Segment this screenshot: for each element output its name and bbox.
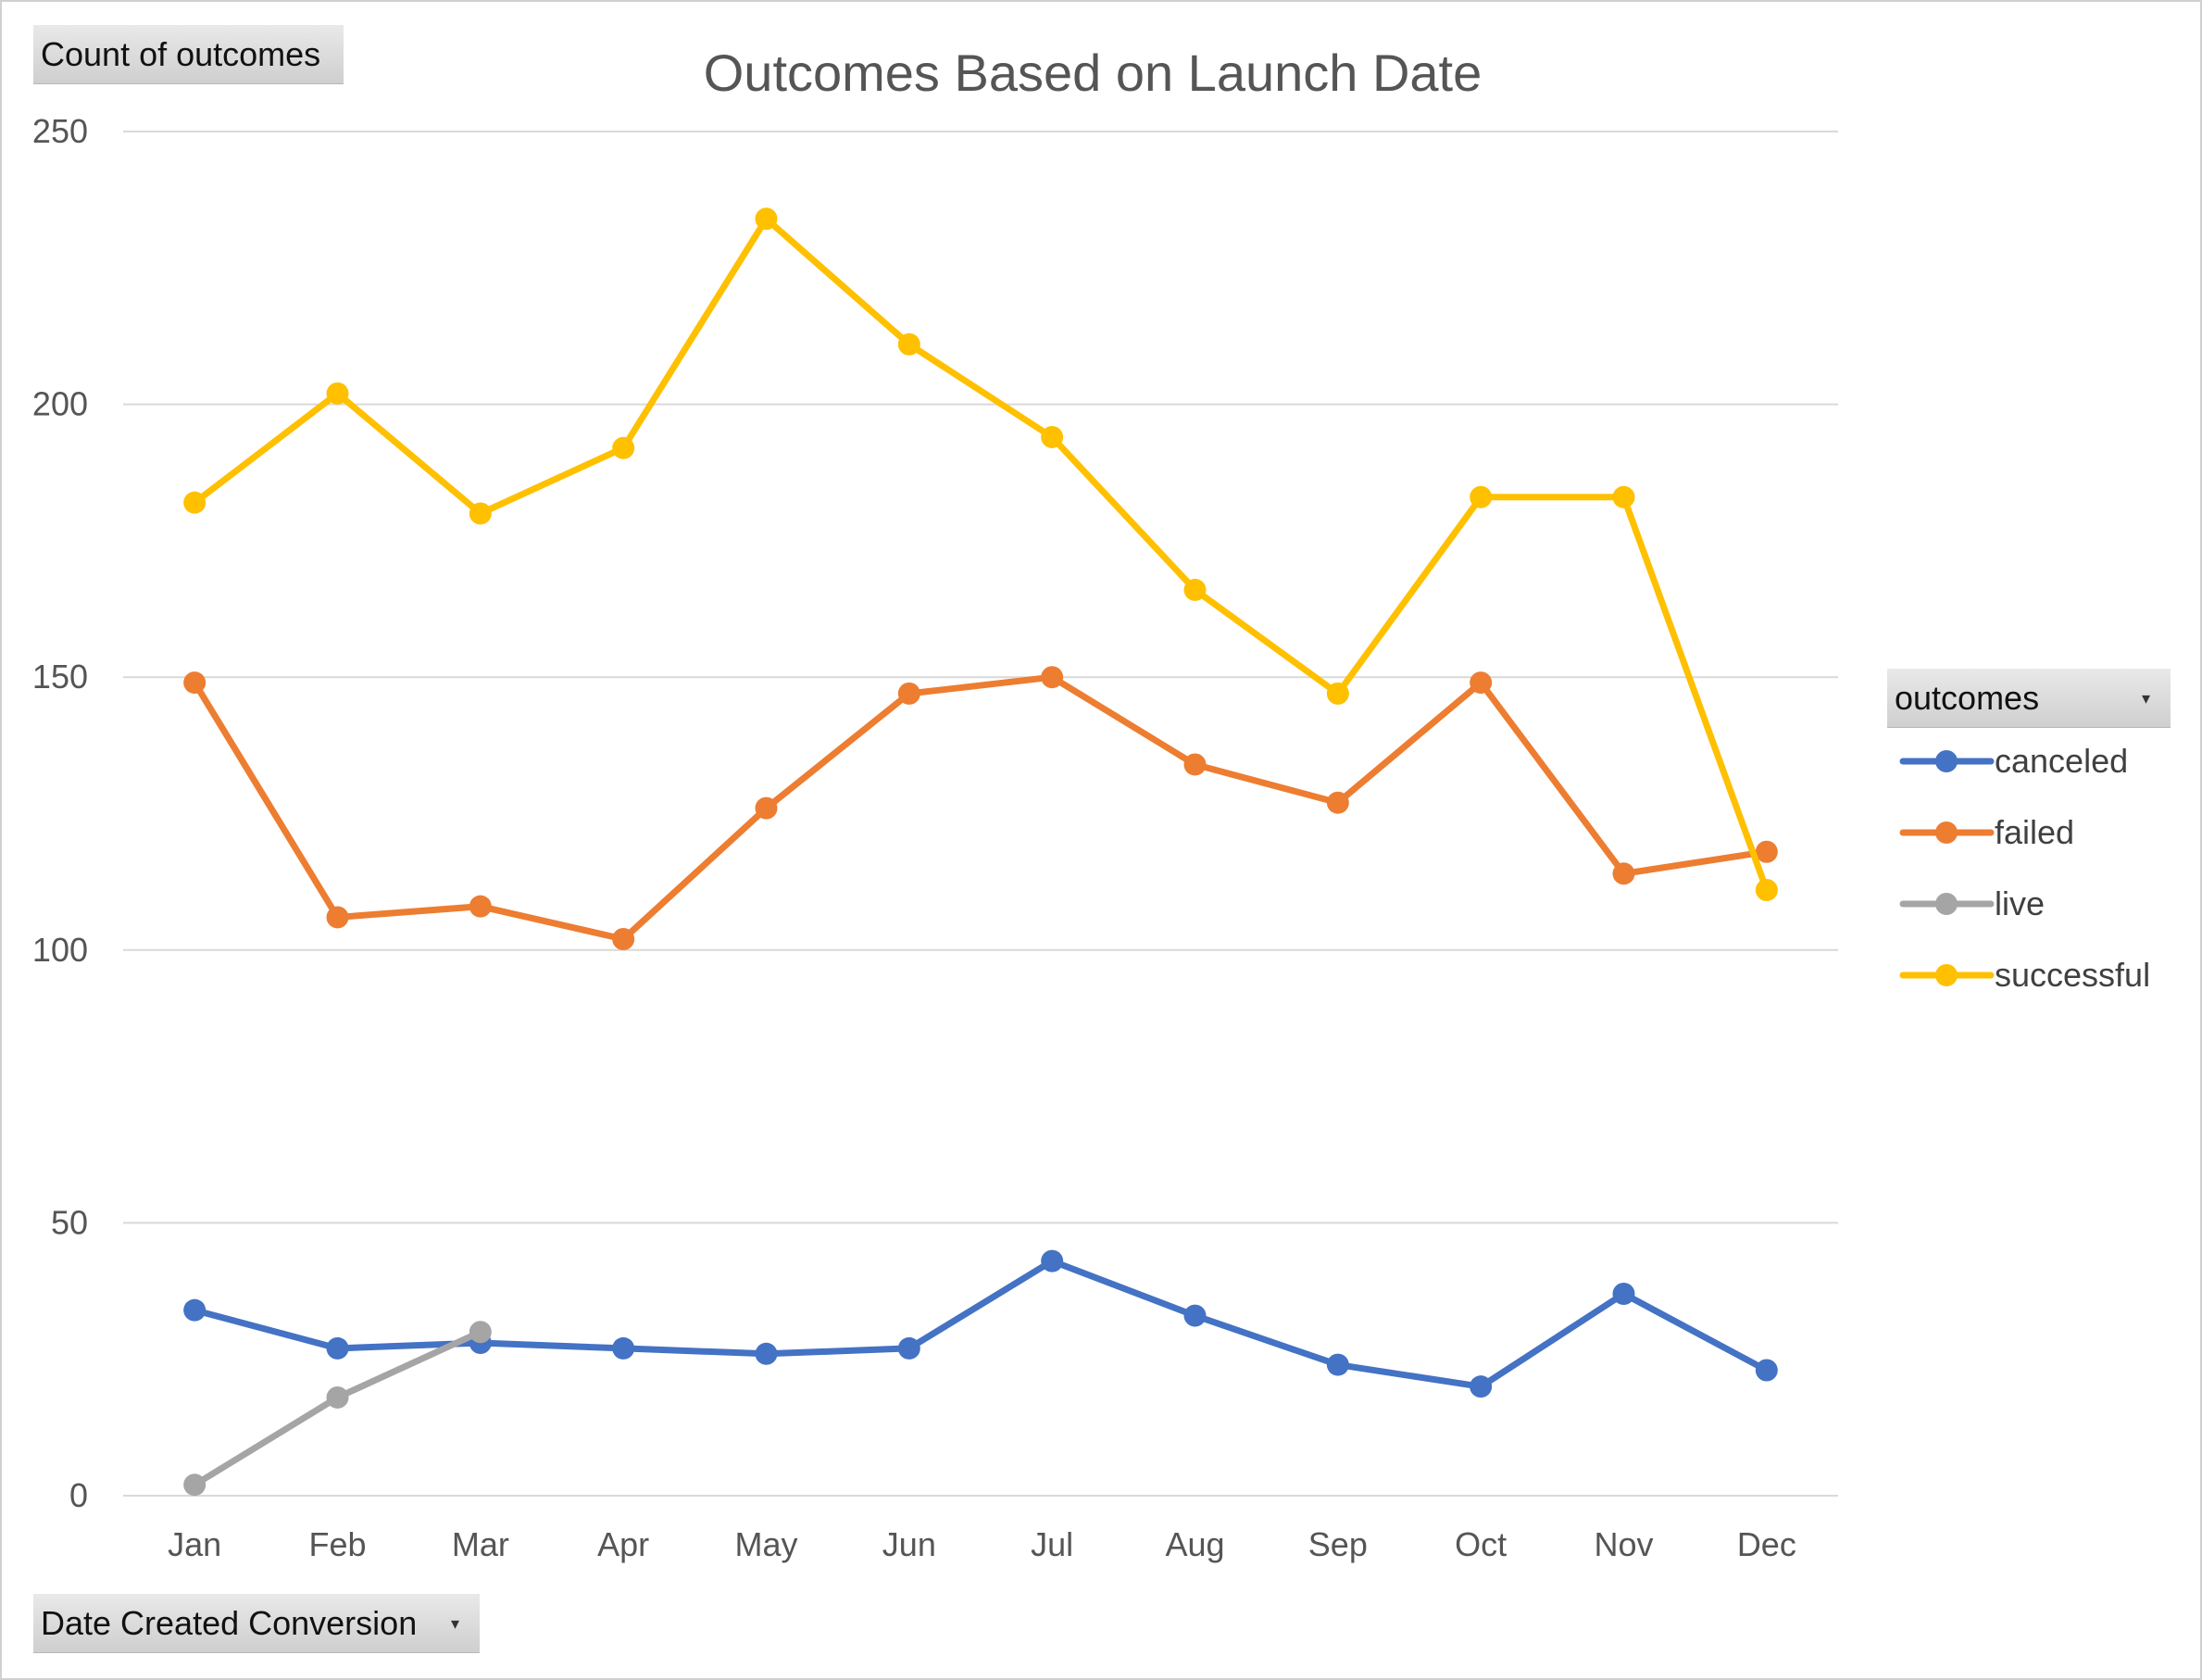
data-point xyxy=(183,1298,206,1322)
x-tick-label: Jan xyxy=(168,1525,221,1563)
y-tick-label: 100 xyxy=(32,931,88,969)
x-tick-label: Oct xyxy=(1455,1525,1507,1563)
data-point xyxy=(1183,578,1207,601)
data-point xyxy=(897,682,920,705)
data-point xyxy=(1470,485,1493,508)
data-point xyxy=(1755,840,1778,863)
x-axis-ticks: Jan Feb Mar Apr May Jun Jul Aug Sep Oct Nov Dec xyxy=(168,1525,1796,1563)
data-point xyxy=(183,1473,206,1497)
x-tick-label: Sep xyxy=(1308,1525,1368,1563)
axis-field-label: Date Created Conversion xyxy=(41,1604,418,1642)
data-point xyxy=(326,1336,349,1360)
data-point xyxy=(1612,1282,1635,1305)
data-point xyxy=(1326,791,1349,814)
data-point xyxy=(1183,1304,1207,1327)
data-point xyxy=(183,491,206,514)
series-lines xyxy=(183,207,1778,1497)
data-point xyxy=(755,207,778,231)
legend-field-label: outcomes xyxy=(1895,679,2040,717)
chevron-down-icon[interactable]: ▾ xyxy=(450,1614,459,1633)
x-tick-label: Nov xyxy=(1594,1525,1653,1563)
legend-item-successful[interactable]: successful xyxy=(1899,956,2150,994)
x-tick-label: Aug xyxy=(1165,1525,1224,1563)
legend-swatch-marker xyxy=(1935,821,1958,844)
data-point xyxy=(1326,682,1349,705)
series-line-successful xyxy=(191,215,1770,894)
data-point xyxy=(326,382,349,405)
data-point xyxy=(1183,753,1207,776)
data-point xyxy=(897,332,920,356)
x-tick-label: Jul xyxy=(1031,1525,1073,1563)
data-point xyxy=(897,1336,920,1360)
legend-item-canceled[interactable]: canceled xyxy=(1899,742,2128,780)
legend[interactable]: canceled failed live successful xyxy=(1899,742,2150,994)
chevron-down-icon[interactable]: ▾ xyxy=(2141,689,2150,708)
data-point xyxy=(1755,1359,1778,1382)
data-point xyxy=(1041,425,1064,448)
legend-label: failed xyxy=(1995,813,2074,851)
axis-field-button[interactable]: Date Created Conversion ▾ xyxy=(33,1594,480,1653)
data-point xyxy=(755,1342,778,1365)
legend-swatch-marker xyxy=(1935,893,1958,915)
y-tick-label: 50 xyxy=(51,1203,88,1241)
data-point xyxy=(469,895,492,918)
legend-field-button[interactable]: outcomes ▾ xyxy=(1887,669,2171,728)
data-point xyxy=(326,906,349,929)
x-tick-label: Mar xyxy=(452,1525,509,1563)
series-successful xyxy=(183,207,1778,901)
data-point xyxy=(469,1321,492,1344)
data-point xyxy=(1041,666,1064,689)
y-tick-label: 150 xyxy=(32,658,88,696)
data-point xyxy=(1470,1375,1493,1398)
data-point xyxy=(612,928,635,951)
series-line-canceled xyxy=(191,1258,1770,1390)
x-tick-label: Dec xyxy=(1737,1525,1796,1563)
data-point xyxy=(1326,1353,1349,1376)
series-failed xyxy=(183,666,1778,951)
data-point xyxy=(755,796,778,820)
values-field-button[interactable]: Count of outcomes xyxy=(33,25,344,84)
series-live xyxy=(183,1321,492,1497)
series-line-failed xyxy=(191,673,1770,943)
legend-label: live xyxy=(1995,884,2045,922)
values-field-label: Count of outcomes xyxy=(41,35,321,73)
legend-item-failed[interactable]: failed xyxy=(1899,813,2074,851)
data-point xyxy=(1612,862,1635,885)
series-canceled xyxy=(183,1249,1778,1398)
data-point xyxy=(1041,1249,1064,1273)
legend-item-live[interactable]: live xyxy=(1899,884,2045,922)
x-tick-label: Jun xyxy=(882,1525,936,1563)
data-point xyxy=(469,502,492,525)
data-point xyxy=(612,1336,635,1360)
chart-title: Outcomes Based on Launch Date xyxy=(704,44,1483,102)
legend-swatch-marker xyxy=(1935,750,1958,772)
legend-label: successful xyxy=(1995,956,2150,994)
x-tick-label: Feb xyxy=(308,1525,366,1563)
x-tick-label: Apr xyxy=(597,1525,649,1563)
data-point xyxy=(1612,485,1635,508)
data-point xyxy=(1470,671,1493,695)
x-tick-label: May xyxy=(734,1525,797,1563)
data-point xyxy=(612,436,635,459)
y-tick-label: 250 xyxy=(32,112,88,150)
data-point xyxy=(326,1385,349,1409)
data-point xyxy=(1755,878,1778,901)
y-tick-label: 0 xyxy=(69,1476,88,1514)
legend-label: canceled xyxy=(1995,742,2128,780)
data-point xyxy=(183,671,206,695)
legend-swatch-marker xyxy=(1935,964,1958,986)
gridlines xyxy=(123,131,1838,1497)
y-tick-label: 200 xyxy=(32,385,88,423)
y-axis-ticks: 0 50 100 150 200 250 xyxy=(32,112,88,1514)
